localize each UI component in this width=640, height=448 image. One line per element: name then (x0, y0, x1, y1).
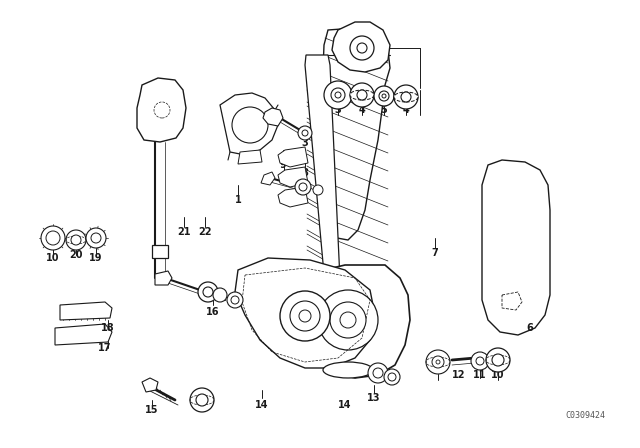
Text: 19: 19 (89, 253, 103, 263)
Circle shape (357, 43, 367, 53)
Circle shape (401, 92, 411, 102)
Polygon shape (238, 150, 262, 164)
Text: 17: 17 (99, 343, 112, 353)
Polygon shape (142, 378, 158, 392)
Circle shape (374, 86, 394, 106)
Text: 3: 3 (335, 105, 341, 115)
Circle shape (313, 185, 323, 195)
Polygon shape (155, 271, 172, 285)
Circle shape (190, 388, 214, 412)
Circle shape (203, 287, 213, 297)
Circle shape (331, 88, 345, 102)
Circle shape (299, 310, 311, 322)
Polygon shape (305, 55, 340, 285)
Circle shape (384, 369, 400, 385)
Text: 1: 1 (235, 195, 241, 205)
Polygon shape (220, 93, 278, 155)
Polygon shape (320, 28, 390, 240)
Circle shape (357, 90, 367, 100)
Circle shape (373, 368, 383, 378)
Circle shape (46, 231, 60, 245)
Circle shape (231, 296, 239, 304)
Circle shape (471, 352, 489, 370)
Circle shape (154, 102, 170, 118)
Text: 13: 13 (367, 393, 381, 403)
Text: 2: 2 (280, 175, 287, 185)
Text: 10: 10 (46, 253, 60, 263)
Circle shape (198, 282, 218, 302)
Polygon shape (278, 167, 308, 187)
Polygon shape (261, 172, 275, 185)
Circle shape (227, 292, 243, 308)
Ellipse shape (323, 362, 373, 378)
Circle shape (318, 290, 378, 350)
Text: 5: 5 (381, 105, 387, 115)
Circle shape (368, 363, 388, 383)
Text: 22: 22 (198, 227, 212, 237)
Text: C0309424: C0309424 (565, 410, 605, 419)
Polygon shape (278, 187, 308, 207)
Text: 3: 3 (301, 138, 308, 148)
Circle shape (379, 91, 389, 101)
Circle shape (476, 357, 484, 365)
Circle shape (91, 233, 101, 243)
Circle shape (298, 126, 312, 140)
Circle shape (290, 301, 320, 331)
Text: 21: 21 (177, 227, 191, 237)
Circle shape (280, 291, 330, 341)
Text: 12: 12 (452, 370, 466, 380)
Text: 20: 20 (69, 250, 83, 260)
Circle shape (41, 226, 65, 250)
Circle shape (66, 230, 86, 250)
Polygon shape (332, 22, 390, 72)
Circle shape (324, 81, 352, 109)
Polygon shape (284, 265, 410, 378)
Text: 10: 10 (492, 370, 505, 380)
Circle shape (213, 288, 227, 302)
Circle shape (388, 373, 396, 381)
Text: 8: 8 (301, 168, 308, 178)
Circle shape (340, 312, 356, 328)
Circle shape (426, 350, 450, 374)
Circle shape (350, 36, 374, 60)
Circle shape (335, 92, 341, 98)
Text: 7: 7 (431, 248, 438, 258)
Polygon shape (55, 324, 112, 345)
Polygon shape (482, 160, 550, 335)
Circle shape (295, 179, 311, 195)
Circle shape (302, 130, 308, 136)
Text: 14: 14 (255, 400, 269, 410)
Circle shape (350, 83, 374, 107)
Circle shape (394, 85, 418, 109)
Text: 14: 14 (339, 400, 352, 410)
Polygon shape (60, 302, 112, 320)
Polygon shape (278, 147, 308, 167)
Text: 4: 4 (403, 105, 410, 115)
Polygon shape (235, 258, 375, 368)
Circle shape (71, 235, 81, 245)
Polygon shape (152, 245, 168, 258)
Text: 16: 16 (206, 307, 220, 317)
Circle shape (86, 228, 106, 248)
Text: 15: 15 (145, 405, 159, 415)
Circle shape (432, 356, 444, 368)
Circle shape (330, 302, 366, 338)
Circle shape (299, 183, 307, 191)
Circle shape (196, 394, 208, 406)
Circle shape (232, 107, 268, 143)
Polygon shape (137, 78, 186, 142)
Ellipse shape (350, 90, 374, 100)
Circle shape (436, 360, 440, 364)
Text: 4: 4 (358, 105, 365, 115)
Ellipse shape (394, 92, 418, 102)
Circle shape (382, 94, 386, 98)
Text: 6: 6 (527, 323, 533, 333)
Text: 18: 18 (101, 323, 115, 333)
Text: 11: 11 (473, 370, 487, 380)
Circle shape (486, 348, 510, 372)
Text: 9: 9 (280, 160, 286, 170)
Polygon shape (502, 292, 522, 310)
Polygon shape (263, 108, 283, 126)
Circle shape (492, 354, 504, 366)
